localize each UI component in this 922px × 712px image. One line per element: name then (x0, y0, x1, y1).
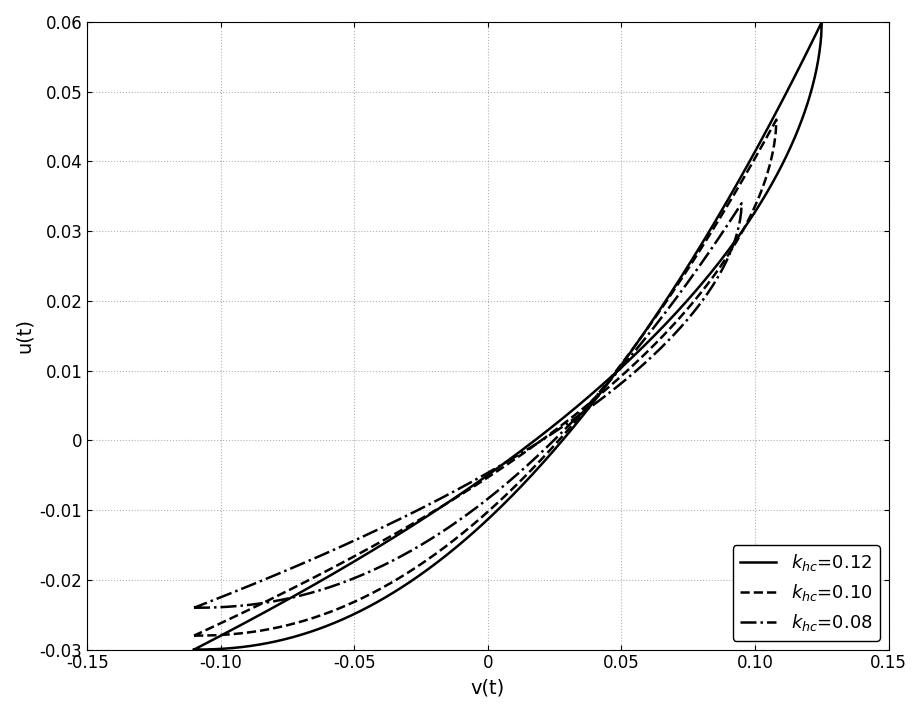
Y-axis label: u(t): u(t) (15, 318, 34, 353)
X-axis label: v(t): v(t) (471, 678, 505, 697)
Legend: $k_{hc}$=0.12, $k_{hc}$=0.10, $k_{hc}$=0.08: $k_{hc}$=0.12, $k_{hc}$=0.10, $k_{hc}$=0… (733, 545, 880, 641)
